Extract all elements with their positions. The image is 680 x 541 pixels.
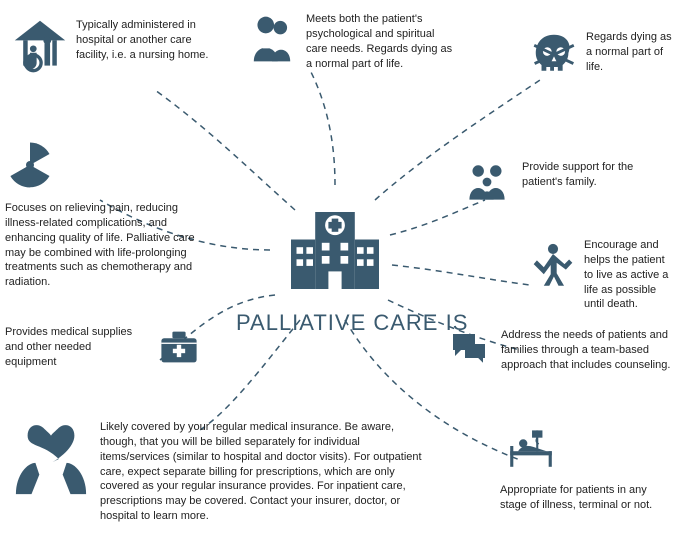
node-team: Address the needs of patients and famili… xyxy=(445,328,673,373)
node-dying-text: Regards dying as a normal part of life. xyxy=(586,30,675,75)
node-active: Encourage and helps the patient to live … xyxy=(530,238,675,312)
bed-icon xyxy=(500,420,562,477)
node-family-text: Provide support for the patient's family… xyxy=(522,160,670,190)
node-radiation: Focuses on relieving pain, reducing illn… xyxy=(5,140,215,290)
people-icon xyxy=(246,12,298,69)
node-supplies-text: Provides medical supplies and other need… xyxy=(5,325,145,370)
node-stage-text: Appropriate for patients in any stage of… xyxy=(500,483,670,513)
node-active-text: Encourage and helps the patient to live … xyxy=(584,238,675,312)
node-team-text: Address the needs of patients and famili… xyxy=(501,328,673,373)
node-facility: Typically administered in hospital or an… xyxy=(12,18,222,79)
chat-icon xyxy=(445,328,493,373)
node-psych-text: Meets both the patient's psychological a… xyxy=(306,12,456,71)
node-stage: Appropriate for patients in any stage of… xyxy=(500,420,670,513)
node-supplies: Provides medical supplies and other need… xyxy=(5,325,205,374)
heart-hands-icon xyxy=(10,420,92,503)
node-facility-text: Typically administered in hospital or an… xyxy=(76,18,222,63)
node-family: Provide support for the patient's family… xyxy=(460,160,670,209)
family-icon xyxy=(460,160,514,209)
node-insurance: Likely covered by your regular medical i… xyxy=(10,420,430,524)
node-radiation-text: Focuses on relieving pain, reducing illn… xyxy=(5,201,215,290)
medkit-icon xyxy=(153,325,205,374)
node-psych: Meets both the patient's psychological a… xyxy=(246,12,456,71)
home-wheelchair-icon xyxy=(12,18,68,79)
center-hospital-icon xyxy=(280,190,390,305)
skull-icon xyxy=(530,30,578,83)
node-insurance-text: Likely covered by your regular medical i… xyxy=(100,420,430,524)
center-title: PALLIATIVE CARE IS xyxy=(236,310,468,336)
node-dying: Regards dying as a normal part of life. xyxy=(530,30,675,83)
active-person-icon xyxy=(530,238,576,297)
radiation-icon xyxy=(5,140,55,195)
